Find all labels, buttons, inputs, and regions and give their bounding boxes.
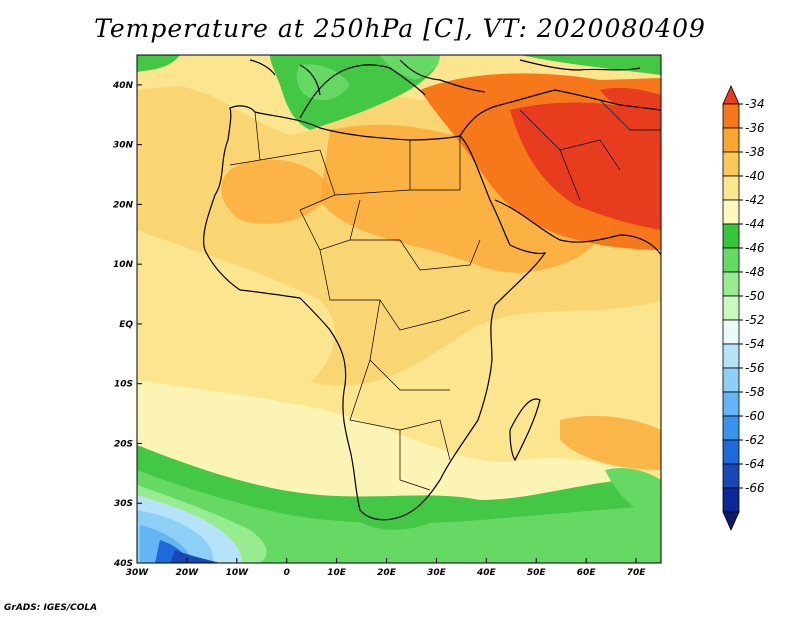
colorbar-label: -64 — [745, 457, 765, 471]
colorbar-swatch — [722, 367, 740, 393]
colorbar-swatch — [722, 295, 740, 321]
colorbar-swatch — [722, 319, 740, 345]
colorbar-label: -40 — [745, 169, 765, 183]
lat-tick-label: 20N — [113, 200, 134, 210]
colorbar-swatch — [722, 415, 740, 441]
colorbar-swatch — [722, 343, 740, 369]
lat-tick-label: 10N — [113, 260, 134, 270]
colorbar-swatch — [722, 487, 740, 513]
colorbar-label: -58 — [745, 385, 765, 399]
lat-tick-label: 40N — [112, 81, 134, 91]
colorbar-label: -62 — [745, 433, 765, 447]
coastlines — [203, 59, 661, 521]
colorbar-label: -66 — [745, 481, 765, 495]
lon-tick-label: 0 — [284, 568, 290, 578]
lat-tick-label: 30S — [114, 499, 133, 509]
lon-tick-label: 10E — [327, 568, 347, 578]
temperature-field — [137, 55, 661, 563]
lon-tick-label: 40E — [476, 568, 497, 578]
colorbar-label: -38 — [745, 145, 765, 159]
latitude-axis: 40N 30N 20N 10N EQ 10S 20S 30S 40S — [112, 81, 142, 569]
lon-tick-label: 60E — [577, 568, 597, 578]
colorbar-label: -46 — [745, 241, 765, 255]
lat-tick-label: 20S — [114, 439, 133, 449]
colorbar-label: -54 — [745, 337, 765, 351]
colorbar-swatch — [722, 223, 740, 249]
lon-tick-label: 30E — [427, 568, 447, 578]
footer-credit: GrADS: IGES/COLA — [4, 603, 98, 613]
colorbar-label: -34 — [745, 97, 765, 111]
colorbar-label: -48 — [745, 265, 765, 279]
lon-tick-label: 20E — [377, 568, 397, 578]
longitude-axis: 30W 20W 10W 0 10E 20E 30E 40E 50E 60E 70E — [126, 558, 646, 578]
colorbar-label: -56 — [745, 361, 765, 375]
lon-tick-label: 10W — [226, 568, 250, 578]
country-borders — [229, 99, 661, 491]
lon-tick-label: 30W — [126, 568, 150, 578]
colorbar-label: -60 — [745, 409, 765, 423]
colorbar-label: -42 — [745, 193, 765, 207]
colorbar-label: -52 — [745, 313, 765, 327]
lat-tick-label: 40S — [113, 559, 133, 569]
colorbar-swatch — [722, 247, 740, 273]
colorbar-label: -50 — [745, 289, 765, 303]
colorbar-swatch — [722, 151, 740, 177]
colorbar-label: -36 — [745, 121, 765, 135]
lon-tick-label: 70E — [627, 568, 647, 578]
lat-tick-label: 10S — [114, 380, 133, 390]
colorbar-label: -44 — [745, 217, 765, 231]
colorbar-swatch — [722, 175, 740, 201]
colorbar-swatch — [722, 127, 740, 153]
colorbar-top-triangle — [722, 85, 740, 105]
plot-frame — [136, 54, 662, 564]
colorbar-swatch — [722, 391, 740, 417]
colorbar-swatch — [722, 199, 740, 225]
lat-tick-label: EQ — [119, 320, 133, 330]
colorbar-swatch — [722, 103, 740, 129]
lat-tick-label: 30N — [113, 141, 134, 151]
colorbar-swatch — [722, 463, 740, 489]
lon-tick-label: 20W — [176, 568, 200, 578]
colorbar: -34 -36 -38 -40 -42 -44 -46 -48 -50 -52 -54 -56 -58 -… — [722, 85, 765, 531]
colorbar-swatch — [722, 439, 740, 465]
colorbar-bottom-triangle — [722, 511, 740, 531]
lon-tick-label: 50E — [527, 568, 547, 578]
colorbar-swatch — [722, 271, 740, 297]
map-title: Temperature at 250hPa [C], VT: 202008040… — [94, 14, 706, 43]
